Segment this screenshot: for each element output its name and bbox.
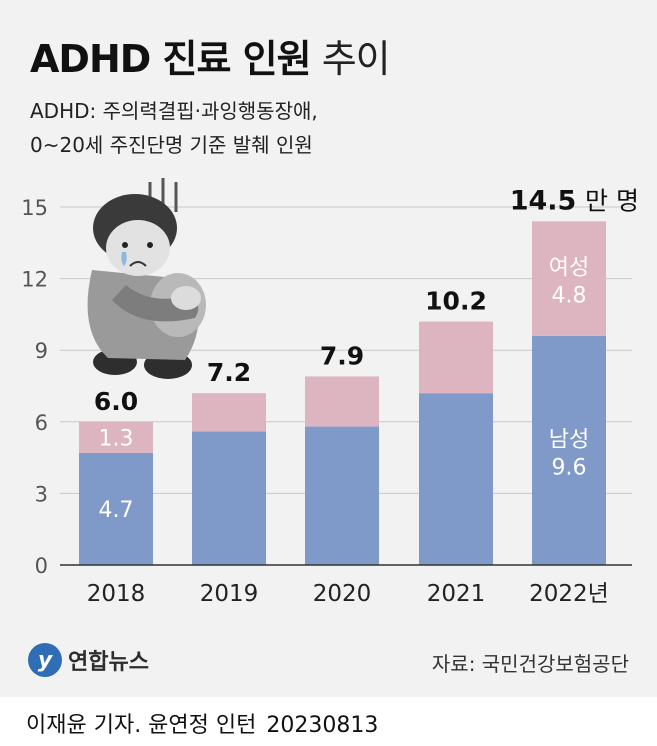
sad-child-illustration <box>87 178 206 379</box>
bar-2021-여성 <box>419 321 493 394</box>
x-axis: 2018 2019 2020 2021 2022년 <box>60 564 632 607</box>
x-tick-label: 2021 <box>427 581 486 607</box>
total-label: 7.2 <box>207 358 251 387</box>
subtitle-line-1: ADHD: 주의력결핍·과잉행동장애, <box>30 99 318 123</box>
yonhap-logo: y 연합뉴스 <box>28 643 149 677</box>
bar-2019-남성 <box>192 431 266 565</box>
x-tick-label: 2020 <box>313 581 372 607</box>
title-suffix: 추이 <box>321 37 391 81</box>
chart-title: ADHD 진료 인원 추이 <box>30 28 391 83</box>
series-name-label: 여성 <box>549 256 589 281</box>
source-note: 자료: 국민건강보험공단 <box>431 652 629 676</box>
bar-2020-여성 <box>305 376 379 427</box>
logo-text: 연합뉴스 <box>68 650 149 675</box>
y-tick-label: 6 <box>35 411 48 435</box>
title-main: ADHD 진료 인원 <box>30 37 312 81</box>
y-tick-label: 12 <box>21 268 48 292</box>
bar-labels: 6.0 4.7 1.3 7.2 7.9 10.2 14.5 만 명남성 9.6 여성 4.8 <box>94 185 639 523</box>
total-label: 10.2 <box>425 287 487 316</box>
bar-2018-남성 <box>79 452 153 565</box>
bar-2022년-여성 <box>532 221 606 336</box>
bar-2018-여성 <box>79 421 153 453</box>
segment-value-label: 1.3 <box>99 426 134 451</box>
total-label: 6.0 <box>94 387 138 416</box>
yonhap-logo-icon: y <box>28 643 62 677</box>
y-tick-label: 9 <box>35 339 48 363</box>
y-tick-label: 0 <box>35 554 48 578</box>
bar-2020-남성 <box>305 426 379 565</box>
subtitle-line-2: 0~20세 주진단명 기준 발췌 인원 <box>30 133 313 157</box>
infographic-card: ADHD 진료 인원 추이 ADHD: 주의력결핍·과잉행동장애, 0~20세 … <box>0 0 657 697</box>
bar-2021-남성 <box>419 393 493 565</box>
x-tick-label: 2019 <box>200 581 259 607</box>
y-axis: 0 3 6 9 12 15 <box>21 196 48 578</box>
y-tick-label: 15 <box>21 196 48 220</box>
bar-2019-여성 <box>192 393 266 432</box>
total-label: 14.5 <box>510 185 577 216</box>
segment-value-label: 9.6 <box>552 455 587 480</box>
total-label: 7.9 <box>320 341 364 370</box>
bar-2022년-남성 <box>532 335 606 565</box>
credit-line: 이재윤 기자. 윤연정 인턴 20230813 <box>26 707 378 739</box>
y-tick-label: 3 <box>35 482 48 506</box>
x-tick-label: 2018 <box>87 581 146 607</box>
segment-value-label: 4.7 <box>99 498 134 523</box>
segment-value-label: 4.8 <box>552 284 587 309</box>
x-tick-label: 2022년 <box>529 581 609 607</box>
total-unit-label: 만 명 <box>585 186 639 215</box>
stacked-bar-chart: 6.0 4.7 1.3 7.2 7.9 10.2 14.5 만 명남성 9.6 여성 4.8 0 3 6… <box>21 178 639 607</box>
credit-authors: 이재윤 기자. 윤연정 인턴 <box>26 713 257 738</box>
bars <box>79 221 606 565</box>
credit-date: 20230813 <box>266 713 379 738</box>
series-name-label: 남성 <box>549 427 589 452</box>
